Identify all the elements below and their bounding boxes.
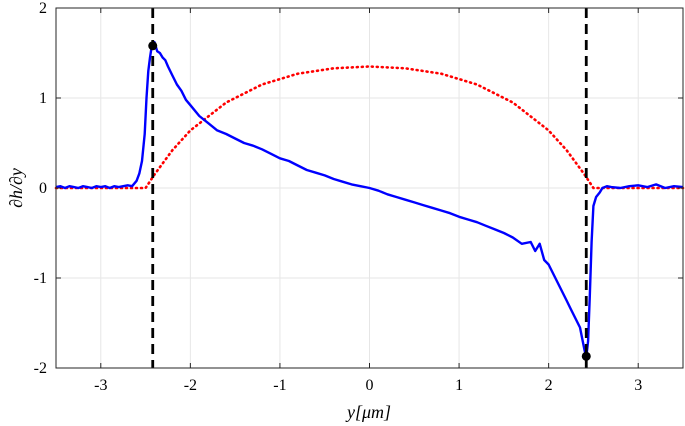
y-tick-label: 1 <box>39 90 47 107</box>
vertical-lines <box>151 8 588 368</box>
marker-point-1 <box>148 41 158 51</box>
marker-point-2 <box>581 351 591 361</box>
y-tick-label: -1 <box>34 270 47 287</box>
markers <box>148 41 591 361</box>
x-tick-label: -2 <box>184 377 197 394</box>
y-tick-label: 2 <box>39 0 47 17</box>
x-tick-label: 3 <box>634 377 642 394</box>
x-tick-label: -1 <box>273 377 286 394</box>
x-tick-label: 2 <box>545 377 553 394</box>
x-tick-label: -3 <box>94 377 107 394</box>
dotted-series-line <box>54 65 685 190</box>
y-tick-label: 0 <box>39 180 47 197</box>
x-axis-title: y[μm] <box>345 402 391 422</box>
y-tick-label: -2 <box>34 360 47 377</box>
x-axis-ticks: -3 -2 -1 0 1 2 3 <box>94 8 642 394</box>
y-axis-ticks: -2 -1 0 1 2 <box>34 0 683 377</box>
y-axis-title: ∂h/∂y <box>6 168 26 208</box>
x-tick-label: 0 <box>366 377 374 394</box>
x-tick-label: 1 <box>455 377 463 394</box>
